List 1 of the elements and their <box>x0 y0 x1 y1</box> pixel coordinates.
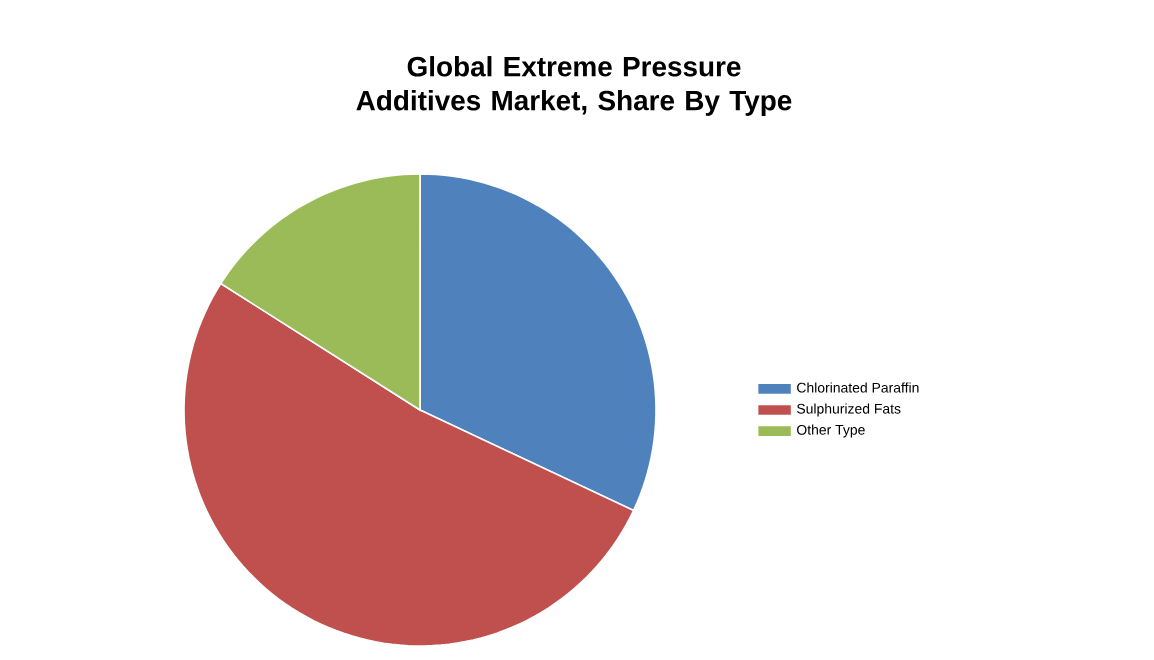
chart-title: Global Extreme Pressure Additives Market, Share By Type <box>356 56 792 116</box>
